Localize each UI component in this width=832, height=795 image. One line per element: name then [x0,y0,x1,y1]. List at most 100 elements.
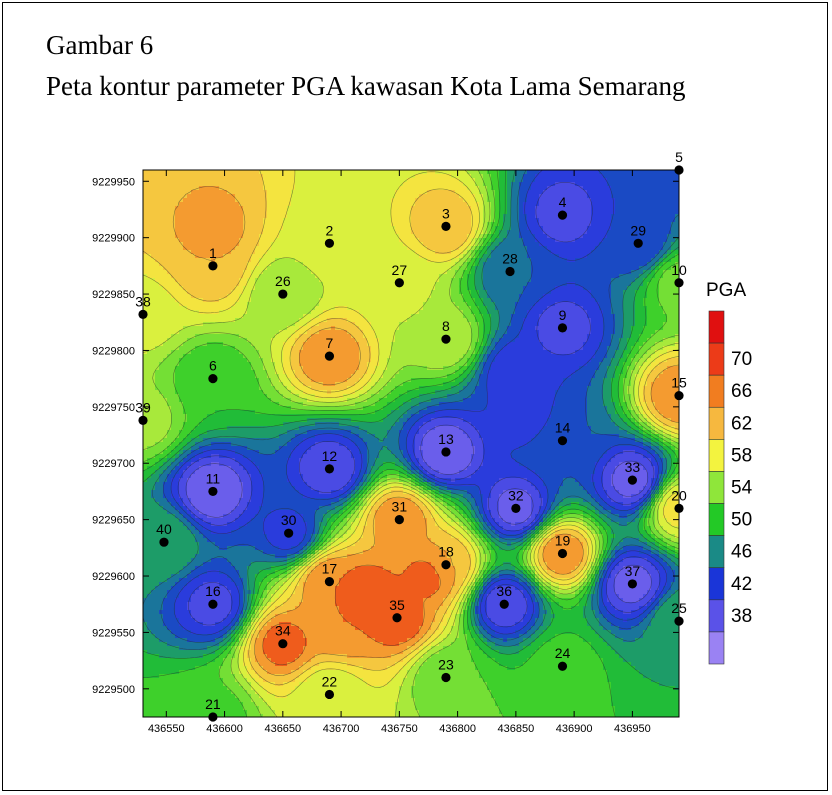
sample-point-label-20: 20 [671,487,687,503]
legend-label-54: 54 [731,478,753,499]
sample-point-label-1: 1 [209,245,217,261]
sample-point-39 [138,415,148,425]
plot-border [142,169,680,718]
sample-point-16 [208,599,218,609]
legend-label-70: 70 [731,349,752,370]
sample-point-28 [505,266,515,277]
y-tick-label-4: 9229700 [92,458,135,470]
sample-point-label-10: 10 [671,262,687,278]
sample-point-label-7: 7 [326,335,334,351]
sample-point-23 [441,672,451,683]
sample-point-label-40: 40 [156,521,172,537]
x-tick-label-7: 436900 [556,723,593,735]
sample-point-label-31: 31 [392,499,408,515]
sample-point-label-4: 4 [559,194,567,210]
sample-point-32 [511,503,521,513]
sample-point-33 [627,475,637,485]
sample-point-1 [208,261,218,271]
sample-point-2 [324,238,335,248]
sample-point-22 [324,689,335,700]
sample-point-label-9: 9 [559,307,567,323]
sample-point-26 [278,289,288,299]
contour-fill [143,170,679,717]
sample-point-17 [324,577,335,587]
sample-point-label-32: 32 [508,487,524,503]
sample-point-label-2: 2 [326,222,334,238]
legend: PGA 70 66 62 58 54 50 46 42 38 [706,280,753,665]
sample-point-label-23: 23 [438,657,454,673]
sample-point-label-30: 30 [281,512,297,528]
x-tick-label-4: 436750 [381,723,418,735]
sample-point-27 [394,278,404,288]
sample-point-35 [392,613,402,623]
y-tick-label-8: 9229900 [92,233,135,245]
legend-swatch-8 [708,567,725,601]
legend-swatch-3 [708,406,725,440]
sample-point-label-25: 25 [671,600,687,616]
sample-point-11 [208,486,218,497]
sample-point-label-14: 14 [555,420,571,436]
legend-label-50: 50 [731,510,752,531]
sample-point-label-12: 12 [322,448,338,464]
x-tick-label-6: 436850 [498,723,535,735]
sample-point-label-37: 37 [625,563,641,579]
sample-point-label-5: 5 [675,149,683,165]
y-tick-label-7: 9229850 [92,289,135,301]
sample-point-5 [674,165,684,175]
sample-point-label-18: 18 [438,544,454,560]
sample-point-label-11: 11 [206,470,221,486]
sample-point-30 [284,528,294,538]
sample-point-24 [557,661,568,671]
sample-point-label-29: 29 [630,222,646,238]
x-tick-label-8: 436950 [614,723,651,735]
sample-point-label-34: 34 [275,623,291,639]
sample-point-40 [159,537,169,547]
sample-point-14 [557,436,568,446]
legend-swatch-0 [708,310,725,344]
y-tick-label-6: 9229800 [92,345,135,357]
sample-point-label-8: 8 [442,318,450,334]
legend-label-46: 46 [731,542,752,563]
legend-swatch-5 [708,471,725,504]
y-tick-label-9: 9229950 [92,176,135,188]
sample-point-7 [324,351,335,361]
legend-title: PGA [706,280,746,301]
sample-point-38 [138,309,148,319]
legend-label-42: 42 [731,574,752,595]
sample-point-label-3: 3 [442,205,450,221]
sample-point-37 [627,579,637,589]
sample-point-6 [208,374,218,384]
sample-point-label-33: 33 [625,459,641,475]
sample-point-label-15: 15 [671,375,687,391]
sample-point-10 [674,278,684,288]
x-tick-label-2: 436650 [264,723,301,735]
contour-lines [143,170,679,717]
legend-swatch-7 [708,535,725,569]
sample-point-36 [499,599,509,609]
sample-point-3 [441,221,451,231]
figure-number: Gambar 6 [46,30,154,60]
legend-swatch-4 [708,439,725,472]
sample-point-34 [278,639,288,649]
sample-point-label-26: 26 [275,273,291,289]
sample-point-9 [557,323,568,333]
sample-point-25 [674,616,684,626]
legend-swatch-10 [708,631,725,665]
x-tick-label-1: 436600 [206,723,243,735]
sample-point-label-24: 24 [555,645,571,661]
legend-label-38: 38 [731,606,752,627]
legend-swatch-6 [708,503,725,536]
sample-point-label-6: 6 [209,358,217,374]
sample-points: 1234567891011121314151617181920212223242… [135,149,687,722]
y-tick-label-5: 9229750 [92,402,135,414]
sample-point-12 [324,464,335,474]
sample-point-label-36: 36 [496,583,512,599]
sample-point-label-21: 21 [205,696,221,712]
sample-point-label-38: 38 [135,293,151,309]
y-tick-label-1: 9229550 [92,627,135,639]
sample-point-label-35: 35 [389,597,405,613]
sample-point-21 [208,712,218,722]
sample-point-label-16: 16 [205,583,221,599]
sample-point-20 [674,503,684,513]
